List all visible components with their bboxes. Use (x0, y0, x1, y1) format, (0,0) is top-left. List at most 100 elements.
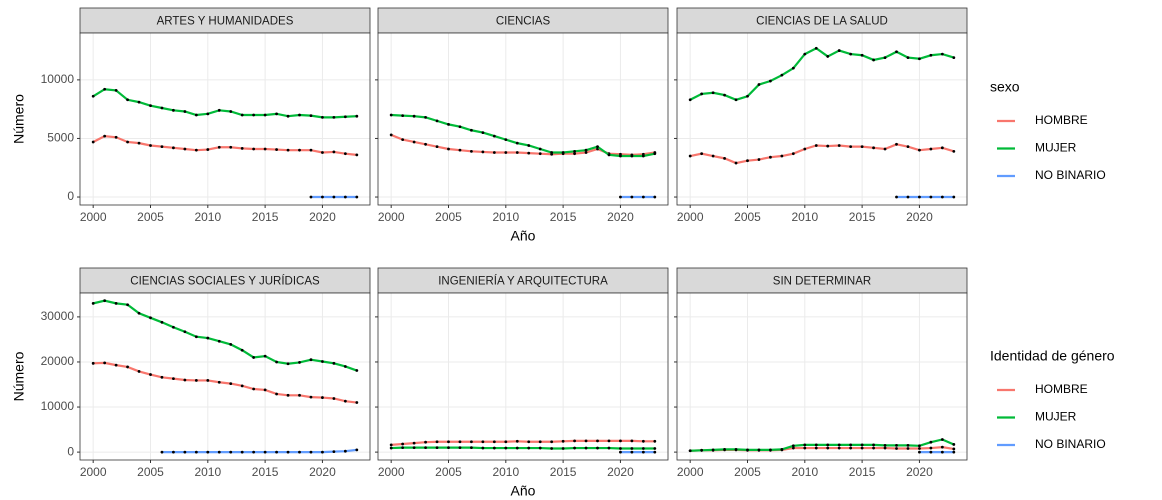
data-point (321, 195, 324, 199)
data-point (172, 108, 175, 112)
data-point (803, 52, 807, 56)
panel-bg (378, 33, 668, 205)
x-tick-label: 2010 (791, 465, 818, 479)
data-point (769, 79, 772, 83)
data-point (183, 110, 187, 113)
data-point (183, 147, 187, 151)
data-point (780, 448, 784, 451)
data-point (757, 158, 761, 161)
data-point (952, 447, 956, 451)
legend-label: HOMBRE (1035, 113, 1088, 127)
data-point (217, 108, 221, 112)
panel-border (676, 292, 968, 461)
data-point (619, 450, 622, 454)
data-point (929, 440, 933, 444)
panel-border (377, 292, 669, 461)
data-point (206, 336, 210, 340)
data-point (814, 46, 818, 50)
data-point (103, 134, 107, 138)
data-point (584, 446, 588, 450)
data-point (895, 195, 898, 199)
x-tick-label: 2010 (194, 465, 221, 479)
data-point (952, 149, 956, 153)
panel-bg (378, 293, 668, 460)
data-point (194, 379, 198, 382)
data-point (389, 446, 393, 450)
data-point (746, 94, 749, 98)
legend-title: sexo (990, 79, 1020, 95)
panel-border (377, 32, 669, 206)
data-point (103, 299, 107, 303)
data-point (883, 56, 887, 60)
data-point (149, 144, 152, 147)
data-point (883, 446, 887, 450)
data-point (780, 154, 784, 158)
data-point (263, 354, 267, 358)
data-point (298, 361, 301, 364)
legend-label: MUJER (1035, 410, 1077, 424)
data-point (343, 399, 347, 403)
data-point (538, 152, 542, 156)
legend-label: NO BINARIO (1035, 437, 1106, 451)
data-point (492, 134, 496, 138)
data-point (126, 98, 129, 102)
series-line (92, 88, 357, 119)
data-point (607, 446, 611, 450)
data-point (389, 443, 393, 447)
data-point (700, 152, 704, 156)
data-point (860, 443, 864, 447)
data-point (206, 112, 210, 116)
data-point (172, 377, 175, 381)
data-point (619, 439, 622, 443)
data-point (607, 153, 611, 157)
data-point (872, 146, 875, 150)
data-point (895, 142, 898, 146)
data-point (298, 113, 301, 117)
data-point (584, 148, 588, 152)
data-point (343, 195, 347, 199)
x-tick-label: 2005 (137, 465, 164, 479)
data-point (653, 152, 657, 156)
x-tick-label: 2020 (906, 465, 933, 479)
series-line (92, 134, 357, 156)
data-point (584, 151, 588, 154)
data-point (412, 446, 416, 450)
data-point (723, 448, 726, 451)
x-tick-label: 2015 (550, 465, 577, 479)
data-point (746, 448, 749, 452)
data-point (160, 106, 164, 110)
data-point (734, 161, 738, 165)
series-line (92, 299, 358, 372)
panel-border (79, 292, 371, 461)
data-point (206, 379, 210, 382)
legend-title: Identidad de género (990, 348, 1115, 364)
data-point (791, 66, 795, 70)
data-point (895, 447, 898, 450)
data-point (538, 147, 542, 151)
data-point (814, 443, 818, 447)
data-point (194, 148, 198, 152)
data-point (940, 146, 944, 150)
data-point (504, 446, 508, 450)
data-point (172, 146, 175, 150)
data-point (252, 450, 256, 454)
x-tick-label: 2010 (194, 210, 221, 224)
series-line (391, 439, 655, 446)
data-point (527, 446, 531, 450)
data-point (321, 360, 324, 363)
data-point (653, 450, 657, 454)
data-point (240, 147, 244, 150)
data-point (263, 147, 267, 151)
data-point (424, 440, 427, 444)
data-point (137, 311, 141, 315)
data-point (573, 439, 576, 443)
x-tick-label: 2000 (80, 210, 107, 224)
data-point (481, 440, 485, 444)
x-tick-label: 2000 (677, 210, 704, 224)
data-point (114, 363, 118, 367)
panel-bg (677, 33, 967, 205)
data-point (929, 446, 933, 450)
x-tick-label: 2010 (492, 210, 519, 224)
data-point (550, 440, 554, 444)
